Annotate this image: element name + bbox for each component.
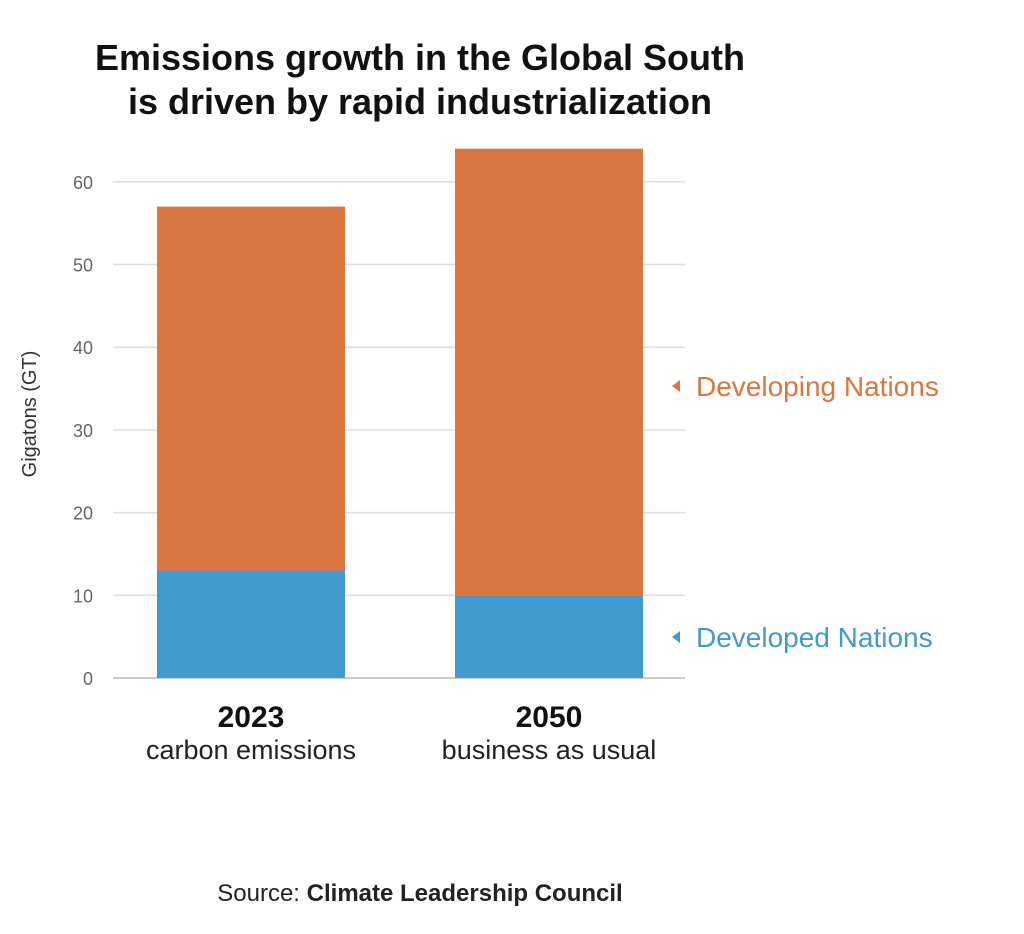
x-category-label: 2050 xyxy=(516,701,583,734)
legend-label: Developing Nations xyxy=(696,371,939,402)
legend-marker-icon xyxy=(672,380,680,392)
source-note: Source: Climate Leadership Council xyxy=(0,880,840,908)
y-tick-label: 30 xyxy=(73,421,93,441)
source-name: Climate Leadership Council xyxy=(306,880,623,907)
bar-2050-developing-nations xyxy=(455,148,643,596)
y-tick-label: 40 xyxy=(73,338,93,358)
x-category-sublabel: carbon emissions xyxy=(146,735,356,765)
bar-2023-developing-nations xyxy=(157,206,345,571)
y-tick-label: 20 xyxy=(73,504,93,524)
bar-2023-developed-nations xyxy=(157,570,345,678)
y-axis-ticks: 0 10 20 30 40 50 60 xyxy=(73,173,93,689)
legend-marker-icon xyxy=(672,631,680,643)
y-tick-label: 0 xyxy=(83,669,93,689)
y-axis-label: Gigatons (GT) xyxy=(19,351,41,478)
y-tick-label: 10 xyxy=(73,586,93,606)
x-category-sublabel: business as usual xyxy=(442,735,657,765)
chart-title: Emissions growth in the Global South is … xyxy=(0,36,840,124)
bars xyxy=(157,148,643,678)
x-category-label: 2023 xyxy=(218,701,285,734)
y-tick-label: 60 xyxy=(73,173,93,193)
chart-title-line-1: Emissions growth in the Global South xyxy=(94,37,746,78)
source-prefix: Source: xyxy=(217,880,300,907)
bar-2050-developed-nations xyxy=(455,595,643,678)
legend-label: Developed Nations xyxy=(696,622,933,653)
legend: Developed Nations Developing Nations xyxy=(672,371,939,653)
y-tick-label: 50 xyxy=(73,256,93,276)
chart-title-line-2: is driven by rapid industrialization xyxy=(127,81,713,122)
